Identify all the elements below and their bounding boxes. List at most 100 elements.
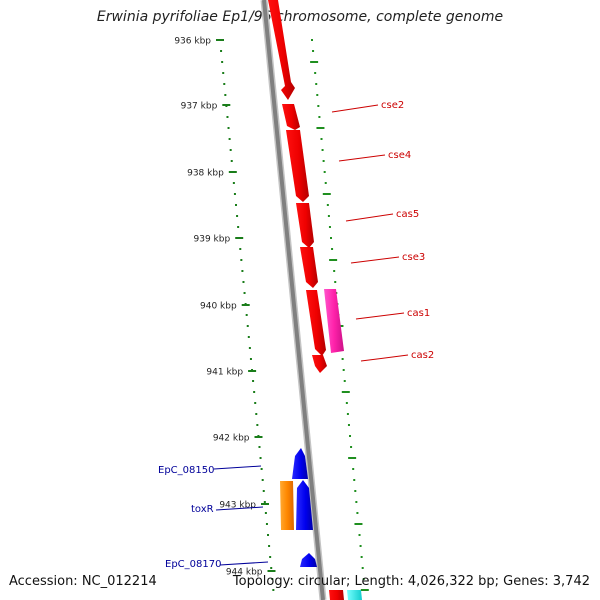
- scale-dot: [246, 325, 249, 327]
- scale-dot: [254, 402, 257, 404]
- gc-dot: [359, 545, 362, 547]
- scale-dot: [260, 468, 263, 470]
- gc-dot: [320, 138, 323, 140]
- gene-arrow-cas1[interactable]: [306, 290, 326, 356]
- gc-dot: [358, 534, 361, 536]
- gc-dot: [328, 226, 331, 228]
- gc-dot: [316, 94, 319, 96]
- scale-dot: [270, 567, 273, 569]
- gene-arrow-cas2[interactable]: [312, 355, 327, 373]
- scale-dot: [269, 556, 272, 558]
- scale-dot: [261, 479, 264, 481]
- scale-dot: [230, 160, 233, 162]
- gene-label-cas5[interactable]: cas5: [396, 209, 419, 220]
- gene-label-cas1[interactable]: cas1: [407, 308, 430, 319]
- scale-dot: [239, 248, 242, 250]
- gene-arrow-cse3[interactable]: [300, 247, 318, 288]
- scale-dot: [232, 182, 235, 184]
- gc-dot: [322, 160, 325, 162]
- scale-ruler: 936 kbp 937 kbp 938 kbp 939 kbp 940 kbp 941 k…: [174, 37, 276, 591]
- gc-dot: [327, 215, 330, 217]
- gene-label-leader: [213, 465, 262, 470]
- gene-arrow-cse2[interactable]: [282, 104, 300, 130]
- gene-label-cas2[interactable]: cas2: [411, 350, 434, 361]
- gc-dot: [342, 369, 345, 371]
- scale-label: 939 kbp: [194, 235, 231, 245]
- downstream-genes: [280, 448, 362, 600]
- gc-dot: [347, 424, 350, 426]
- gene-label-cse4[interactable]: cse4: [388, 150, 411, 161]
- scale-label: 938 kbp: [187, 169, 224, 179]
- gene-label-leader: [360, 354, 409, 362]
- scale-dot: [258, 446, 261, 448]
- gc-dot: [355, 501, 358, 503]
- gc-dot: [360, 556, 363, 558]
- scale-dot: [263, 501, 266, 503]
- scale-dot: [265, 523, 268, 525]
- scale-dot: [255, 413, 258, 415]
- gene-arrow-cas5[interactable]: [296, 203, 314, 248]
- scale-label: 944 kbp: [226, 568, 263, 578]
- gene-label-cse3[interactable]: cse3: [402, 252, 425, 263]
- scale-dot: [241, 270, 244, 272]
- gc-dot: [333, 270, 336, 272]
- scale-dot: [222, 72, 225, 74]
- scale-label: 937 kbp: [181, 102, 218, 112]
- gc-dot: [323, 171, 326, 173]
- gc-dot: [345, 402, 348, 404]
- gc-dot: [324, 182, 327, 184]
- gene-label-EpC_08150[interactable]: EpC_08150: [158, 465, 214, 476]
- gene-label-cse2[interactable]: cse2: [381, 100, 404, 111]
- gene-label-leader: [215, 506, 264, 511]
- scale-dot: [240, 259, 243, 261]
- scale-label: 936 kbp: [174, 37, 211, 47]
- scale-dot: [229, 149, 232, 151]
- gene-arrow-EpC_08170[interactable]: [300, 553, 317, 567]
- genome-backbone: [260, 0, 327, 600]
- gc-dot: [312, 50, 315, 52]
- gc-dot: [311, 39, 313, 41]
- gene-label-leader: [345, 213, 394, 222]
- scale-dot: [227, 127, 230, 129]
- gene-label-leader: [350, 256, 400, 264]
- topology-text: Topology: circular; Length: 4,026,322 bp…: [232, 574, 590, 589]
- gene-label-EpC_08170[interactable]: EpC_08170: [165, 559, 221, 570]
- gc-dot: [361, 567, 364, 569]
- scale-dot: [271, 578, 274, 580]
- scale-label: 942 kbp: [213, 434, 250, 444]
- scale-dot: [252, 380, 255, 382]
- scale-label: 941 kbp: [206, 368, 243, 378]
- gc-dot: [331, 248, 334, 250]
- gene-label-toxR[interactable]: toxR: [191, 504, 214, 515]
- scale-dot: [253, 391, 256, 393]
- gene-arrow-bottom-red[interactable]: [329, 590, 344, 600]
- gc-dot: [314, 72, 317, 74]
- gene-arrow-cse4[interactable]: [286, 130, 309, 202]
- gene-arrow-bottom-cyan[interactable]: [347, 590, 362, 600]
- scale-dot: [224, 94, 227, 96]
- gene-arrow-EpC_08150[interactable]: [292, 448, 308, 479]
- scale-dot: [220, 50, 223, 52]
- scale-dot: [247, 336, 250, 338]
- gene-arrow-toxR[interactable]: [296, 480, 313, 530]
- gc-dot: [341, 358, 344, 360]
- gene-arrow-cas1-overlap[interactable]: [324, 289, 344, 353]
- scale-dot: [237, 226, 240, 228]
- scale-dot: [223, 83, 226, 85]
- scale-dot: [259, 457, 262, 459]
- gene-arrow[interactable]: [268, 0, 295, 100]
- scale-dot: [226, 116, 229, 118]
- gene-label-leader: [219, 561, 269, 566]
- scale-dot: [248, 347, 251, 349]
- gc-dot: [330, 237, 333, 239]
- accession-text: Accession: NC_012214: [9, 574, 157, 589]
- scale-dot: [262, 490, 265, 492]
- scale-dot: [268, 545, 271, 547]
- scale-label: 943 kbp: [219, 501, 256, 511]
- cas-gene-cluster: [268, 0, 344, 373]
- gc-dot: [346, 413, 349, 415]
- gene-arrow-orange[interactable]: [280, 481, 294, 530]
- scale-dot: [242, 281, 245, 283]
- scale-dot: [256, 424, 259, 426]
